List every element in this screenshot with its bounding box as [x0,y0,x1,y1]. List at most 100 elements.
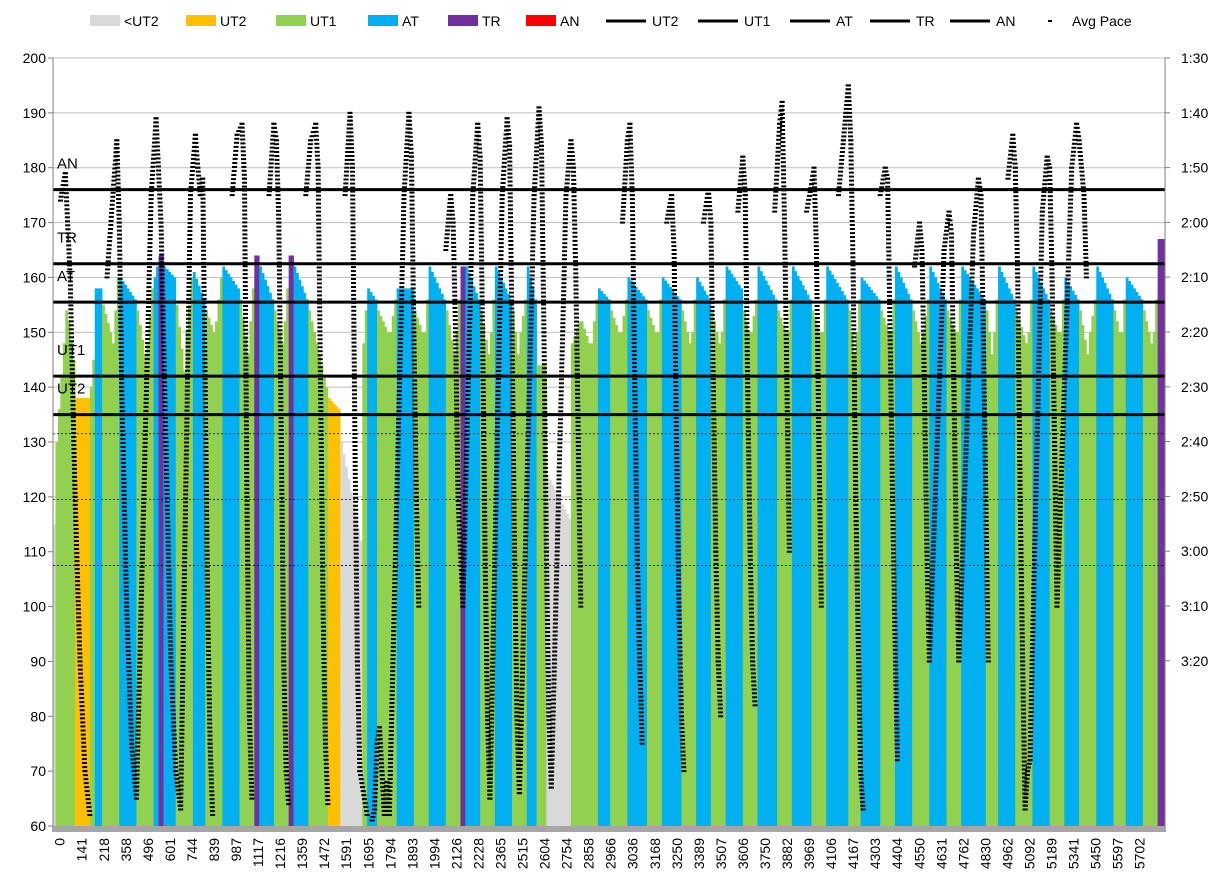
pace-mark [72,503,78,506]
pace-mark [479,259,485,262]
pace-mark [550,702,556,705]
pace-mark [563,194,569,197]
pace-mark [546,695,552,698]
pace-mark [187,214,193,217]
pace-mark [553,614,559,617]
pace-mark [744,294,749,297]
pace-mark [64,216,70,219]
pace-mark [183,485,189,488]
pace-mark [778,114,784,117]
pace-mark [512,570,518,573]
pace-mark [244,507,250,510]
pace-mark [373,779,379,782]
pace-mark [813,249,819,251]
pace-mark [153,117,159,120]
pace-mark [574,328,580,331]
pace-mark [527,382,532,385]
pace-mark [548,782,554,785]
pace-mark [671,257,677,259]
pace-mark [186,266,192,268]
pace-mark [353,516,359,519]
pace-mark [142,441,148,444]
pace-mark [706,192,712,195]
hr-bar [259,266,262,827]
hr-bar [705,294,709,827]
pace-mark [635,599,641,602]
pace-mark [187,242,193,244]
pace-mark [747,554,753,557]
pace-mark [65,228,71,231]
pace-mark [281,668,287,671]
pace-mark [355,664,360,667]
pace-mark [510,451,516,453]
pace-mark [494,441,500,444]
pace-mark [708,229,714,232]
pace-mark [629,190,635,193]
pace-mark [573,296,579,299]
pace-mark [748,607,754,610]
pace-mark [319,513,325,516]
pace-mark [158,221,164,224]
pace-mark [76,636,82,639]
hr-bar [428,266,432,827]
pace-mark [744,342,750,345]
pace-mark [137,657,143,660]
pace-mark [558,414,564,417]
pace-mark [181,605,187,608]
pace-mark [201,277,207,280]
pace-mark [377,726,382,729]
pace-mark [63,188,69,191]
pace-mark [200,221,206,224]
pace-mark [317,314,323,317]
pace-mark [556,466,562,469]
pace-mark [708,241,714,244]
pace-mark [782,245,788,248]
pace-mark [631,326,637,329]
pace-mark [711,430,717,433]
pace-mark [161,353,167,356]
pace-mark [620,221,625,224]
pace-mark [269,150,275,153]
pace-mark [479,319,485,322]
pace-mark [76,616,82,619]
pace-mark [155,149,161,152]
pace-mark [202,386,208,389]
pace-mark [452,290,458,293]
pace-mark [316,230,322,233]
pace-mark [77,660,83,663]
pace-mark [629,182,635,185]
pace-mark [636,619,642,622]
pace-mark [495,405,501,408]
pace-mark [525,426,531,429]
pace-mark [173,774,179,776]
pace-mark [538,137,544,140]
pace-mark [274,162,280,165]
pace-mark [67,272,73,275]
pace-mark [350,262,356,265]
pace-mark [541,359,547,362]
pace-mark [550,734,556,737]
pace-mark [559,350,565,353]
pace-mark [510,455,516,457]
pace-mark [77,652,83,655]
pace-mark [200,225,206,228]
pace-mark [72,471,78,474]
pace-mark [123,581,129,584]
pace-mark [571,191,577,194]
pace-mark [781,205,787,208]
pace-mark [399,262,405,265]
pace-mark [74,572,80,575]
pace-mark [108,215,114,218]
pace-mark [481,482,487,485]
pace-mark [673,389,679,391]
pace-mark [124,625,130,628]
pace-mark [480,331,486,334]
pace-mark [352,449,358,451]
pace-mark [627,134,633,137]
pace-mark [498,262,504,265]
pace-mark [386,814,392,816]
pace-mark [414,508,420,510]
pace-mark [245,587,251,590]
pace-mark [69,340,75,343]
pace-mark [674,489,680,492]
